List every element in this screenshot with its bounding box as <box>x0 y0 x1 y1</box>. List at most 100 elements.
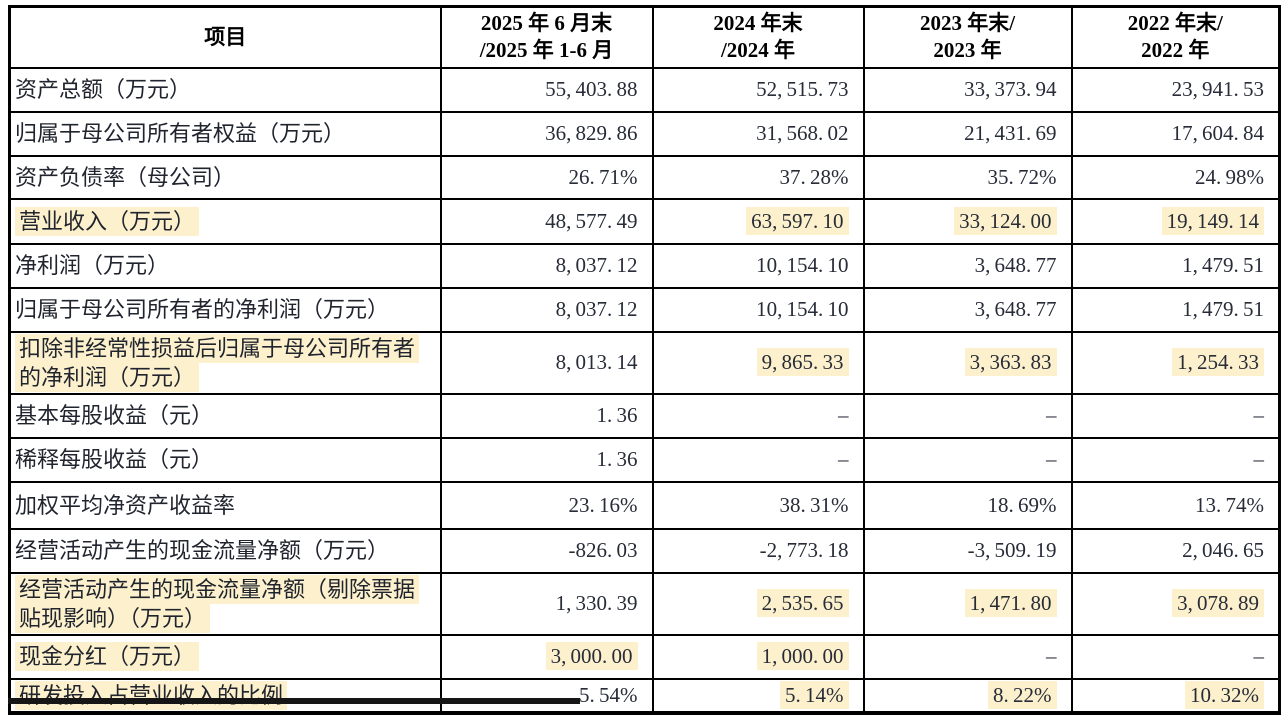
value-2024: – <box>838 447 849 471</box>
value-cell-2024: 9, 865. 33 <box>651 330 865 395</box>
value-cell-2025: 55, 403. 88 <box>439 66 654 113</box>
value-cell-2024: 63, 597. 10 <box>651 197 865 245</box>
value-cell-2025: 26. 71% <box>439 154 654 200</box>
value-cell-2025: 3, 000. 00 <box>439 633 654 680</box>
value-2022: – <box>1253 403 1265 427</box>
value-cell-2025: 8, 037. 12 <box>439 286 654 333</box>
value-2023: 18. 69% <box>987 492 1057 517</box>
value-2022: 1, 479. 51 <box>1182 297 1264 321</box>
header-line: /2025 年 1-6 月 <box>479 38 614 63</box>
table-row: 现金分红（万元） 3, 000. 00 1, 000. 00 – – <box>8 633 1281 680</box>
value-2024: 37. 28% <box>779 164 849 189</box>
value-cell-2023: 3, 648. 77 <box>862 242 1073 289</box>
row-label-cell: 资产负债率（母公司） <box>8 154 442 200</box>
value-2023: 35. 72% <box>987 164 1057 189</box>
value-2025: 36, 829. 86 <box>545 121 638 145</box>
value-cell-2024: 37. 28% <box>651 154 865 200</box>
table-row: 归属于母公司所有者的净利润（万元） 8, 037. 12 10, 154. 10… <box>8 286 1281 333</box>
row-label: 研发投入占营业收入的比例 <box>15 680 288 710</box>
value-2025: 26. 71% <box>568 164 638 189</box>
value-2022: 19, 149. 14 <box>1161 206 1264 235</box>
row-label-cell: 净利润（万元） <box>8 242 442 289</box>
value-2023: 33, 124. 00 <box>954 206 1057 235</box>
value-2024: – <box>838 403 849 427</box>
value-2025: -826. 03 <box>568 538 638 562</box>
value-cell-2023: 33, 373. 94 <box>862 66 1073 113</box>
value-cell-2023: – <box>862 436 1073 483</box>
row-label-cell: 稀释每股收益（元） <box>8 436 442 483</box>
value-2025: 8, 037. 12 <box>555 297 638 321</box>
header-line: 2024 年末 <box>713 11 803 36</box>
row-label: 现金分红（万元） <box>15 642 200 671</box>
header-cell-item: 项目 <box>8 5 442 69</box>
value-cell-2022: – <box>1070 436 1281 483</box>
value-2025: 3, 000. 00 <box>545 642 638 670</box>
value-cell-2024: 52, 515. 73 <box>651 66 865 113</box>
header-cell-2022: 2022 年末/ 2022 年 <box>1070 5 1281 69</box>
value-cell-2025: 1, 330. 39 <box>439 571 654 636</box>
table-row: 净利润（万元） 8, 037. 12 10, 154. 10 3, 648. 7… <box>8 242 1281 289</box>
value-cell-2022: 1, 254. 33 <box>1070 330 1281 395</box>
table-row: 经营活动产生的现金流量净额（剔除票据贴现影响）（万元） 1, 330. 39 2… <box>8 571 1281 636</box>
header-cell-2023: 2023 年末/ 2023 年 <box>862 5 1073 69</box>
value-cell-2023: 21, 431. 69 <box>862 110 1073 157</box>
row-label-cell: 现金分红（万元） <box>8 633 442 680</box>
header-line: 2022 年 <box>1141 38 1210 63</box>
header-cell-2024: 2024 年末 /2024 年 <box>651 5 865 69</box>
row-label: 营业收入（万元） <box>15 206 200 236</box>
row-label-cell: 归属于母公司所有者的净利润（万元） <box>8 286 442 333</box>
header-row: 项目 2025 年 6 月末 /2025 年 1-6 月 2024 年末 /20… <box>8 5 1281 69</box>
value-cell-2023: 33, 124. 00 <box>862 197 1073 245</box>
value-cell-2022: 2, 046. 65 <box>1070 527 1281 574</box>
value-2022: 23, 941. 53 <box>1171 77 1264 101</box>
value-2024: 10, 154. 10 <box>756 253 849 277</box>
value-2022: 17, 604. 84 <box>1171 121 1264 145</box>
value-cell-2024: – <box>651 392 865 439</box>
value-2023: 1, 471. 80 <box>964 589 1057 617</box>
value-cell-2023: 3, 363. 83 <box>862 330 1073 395</box>
value-2023: – <box>1046 644 1057 668</box>
value-2025: 48, 577. 49 <box>545 208 638 233</box>
value-2024: -2, 773. 18 <box>759 538 849 562</box>
table-row: 研发投入占营业收入的比例 5. 54% 5. 14% 8. 22% 10. 32… <box>8 677 1281 714</box>
row-label-cell: 营业收入（万元） <box>8 197 442 245</box>
header-line: 2022 年末/ <box>1127 11 1223 36</box>
value-2024: 2, 535. 65 <box>756 589 849 617</box>
value-2024: 63, 597. 10 <box>746 206 849 235</box>
table-bottom-shadow <box>8 698 580 704</box>
row-label-cell: 经营活动产生的现金流量净额（剔除票据贴现影响）（万元） <box>8 571 442 636</box>
value-2023: 8. 22% <box>988 680 1057 709</box>
value-2023: 21, 431. 69 <box>964 121 1057 145</box>
value-cell-2023: 35. 72% <box>862 154 1073 200</box>
value-cell-2023: – <box>862 633 1073 680</box>
value-2022: 10. 32% <box>1185 680 1264 709</box>
row-label-cell: 扣除非经常性损益后归属于母公司所有者的净利润（万元） <box>8 330 442 395</box>
value-cell-2022: 3, 078. 89 <box>1070 571 1281 636</box>
value-cell-2025: 8, 037. 12 <box>439 242 654 289</box>
row-label: 扣除非经常性损益后归属于母公司所有者的净利润（万元） <box>15 333 420 392</box>
value-2022: 13. 74% <box>1195 492 1264 517</box>
value-cell-2022: 23, 941. 53 <box>1070 66 1281 113</box>
value-2025: 5. 54% <box>579 682 638 707</box>
value-cell-2025: 23. 16% <box>439 480 654 530</box>
value-cell-2022: – <box>1070 633 1281 680</box>
value-cell-2022: 17, 604. 84 <box>1070 110 1281 157</box>
value-2025: 1. 36 <box>596 447 638 471</box>
row-label-cell: 基本每股收益（元） <box>8 392 442 439</box>
header-line: 2025 年 6 月末 <box>480 11 613 36</box>
value-2022: – <box>1253 447 1265 471</box>
value-cell-2022: 19, 149. 14 <box>1070 197 1281 245</box>
value-2022: – <box>1253 644 1265 668</box>
table-row: 基本每股收益（元） 1. 36 – – – <box>8 392 1281 439</box>
table-row: 加权平均净资产收益率 23. 16% 38. 31% 18. 69% 13. 7… <box>8 480 1281 530</box>
value-cell-2024: 2, 535. 65 <box>651 571 865 636</box>
value-2023: – <box>1046 403 1057 427</box>
row-label: 经营活动产生的现金流量净额（剔除票据贴现影响）（万元） <box>15 574 420 633</box>
header-cell-2025: 2025 年 6 月末 /2025 年 1-6 月 <box>439 5 654 69</box>
table-row: 扣除非经常性损益后归属于母公司所有者的净利润（万元） 8, 013. 14 9,… <box>8 330 1281 395</box>
row-label: 基本每股收益（元） <box>15 403 214 428</box>
row-label: 归属于母公司所有者权益（万元） <box>15 121 346 146</box>
value-cell-2022: 10. 32% <box>1070 677 1281 714</box>
row-label-cell: 研发投入占营业收入的比例 <box>8 677 442 714</box>
value-2023: 3, 363. 83 <box>964 348 1057 376</box>
